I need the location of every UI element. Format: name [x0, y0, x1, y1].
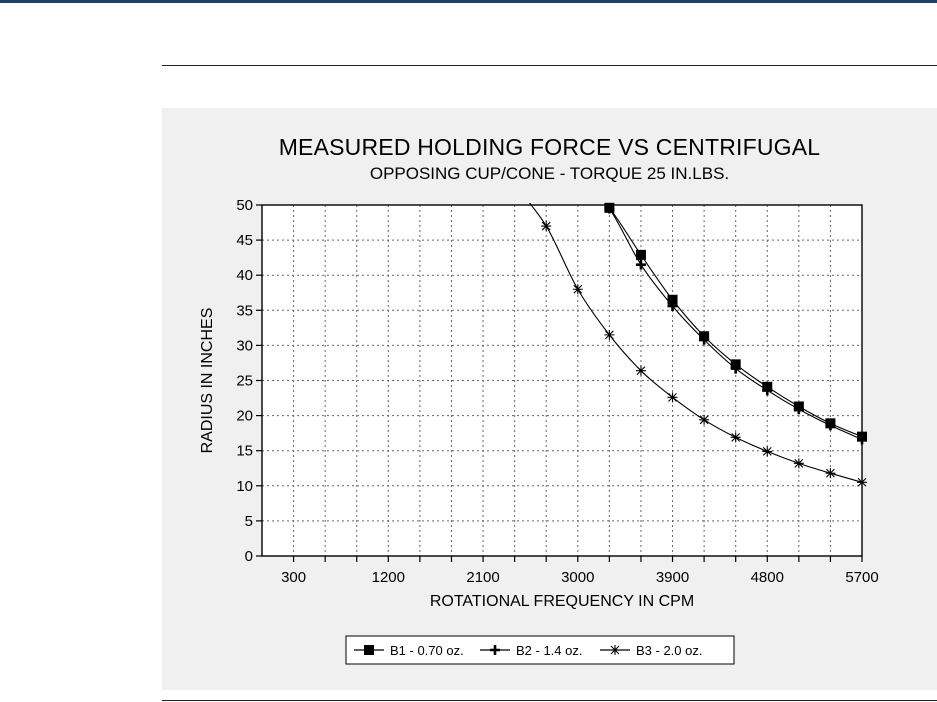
data-point-plus	[604, 203, 615, 214]
data-point-plus	[635, 259, 646, 270]
data-point-asterisk	[762, 446, 773, 457]
x-tick-label: 300	[281, 569, 306, 586]
y-tick-label: 35	[236, 302, 253, 319]
data-point-asterisk	[635, 365, 646, 376]
y-tick-label: 5	[245, 513, 253, 530]
data-point-square	[635, 249, 646, 260]
data-point-asterisk	[541, 221, 552, 232]
data-point-asterisk	[610, 645, 620, 655]
y-tick-label: 25	[236, 373, 253, 390]
data-point-asterisk	[604, 329, 615, 340]
series-group	[604, 203, 867, 445]
series-line	[604, 203, 862, 440]
data-point-plus	[490, 645, 500, 655]
y-tick-label: 15	[236, 443, 253, 460]
data-point-plus	[699, 334, 710, 345]
data-point-plus	[857, 434, 867, 445]
chart-subtitle: OPPOSING CUP/CONE - TORQUE 25 IN.LBS.	[369, 164, 730, 183]
data-point-square	[364, 645, 374, 655]
x-tick-label: 2100	[466, 569, 499, 586]
series-line	[528, 203, 862, 483]
y-tick-label: 20	[236, 408, 253, 425]
data-point-square	[667, 294, 678, 305]
data-point-asterisk	[825, 468, 836, 479]
top-rule	[162, 65, 937, 66]
x-tick-label: 4800	[751, 569, 784, 586]
legend-label: B3 - 2.0 oz.	[636, 643, 702, 658]
data-point-plus	[825, 420, 836, 431]
y-tick-label: 0	[245, 548, 253, 565]
y-tick-label: 50	[236, 197, 253, 214]
data-point-plus	[793, 404, 804, 415]
legend-box	[345, 635, 735, 665]
legend-label: B2 - 1.4 oz.	[516, 643, 582, 658]
x-tick-label: 1200	[372, 569, 405, 586]
y-axis-label: RADIUS IN INCHES	[199, 308, 216, 454]
data-point-asterisk	[857, 477, 867, 488]
x-tick-label: 5700	[845, 569, 878, 586]
series-group	[528, 203, 867, 488]
x-tick-label: 3000	[561, 569, 594, 586]
data-point-plus	[667, 301, 678, 312]
data-point-asterisk	[667, 392, 678, 403]
x-tick-label: 3900	[656, 569, 689, 586]
data-point-asterisk	[572, 284, 583, 295]
data-point-plus	[762, 385, 773, 396]
chart-title: MEASURED HOLDING FORCE VS CENTRIFUGAL	[278, 134, 821, 160]
x-axis-label: ROTATIONAL FREQUENCY IN CPM	[430, 593, 694, 610]
bottom-rule	[162, 700, 937, 701]
y-tick-label: 30	[236, 337, 253, 354]
header-bar	[0, 0, 937, 3]
data-point-plus	[730, 363, 741, 374]
legend-label: B1 - 0.70 oz.	[390, 643, 464, 658]
y-tick-label: 45	[236, 232, 253, 249]
data-point-asterisk	[793, 458, 804, 469]
y-tick-label: 10	[236, 478, 253, 495]
data-point-asterisk	[699, 414, 710, 425]
series-line	[604, 203, 862, 438]
y-tick-label: 40	[236, 267, 253, 284]
data-point-asterisk	[730, 432, 741, 443]
